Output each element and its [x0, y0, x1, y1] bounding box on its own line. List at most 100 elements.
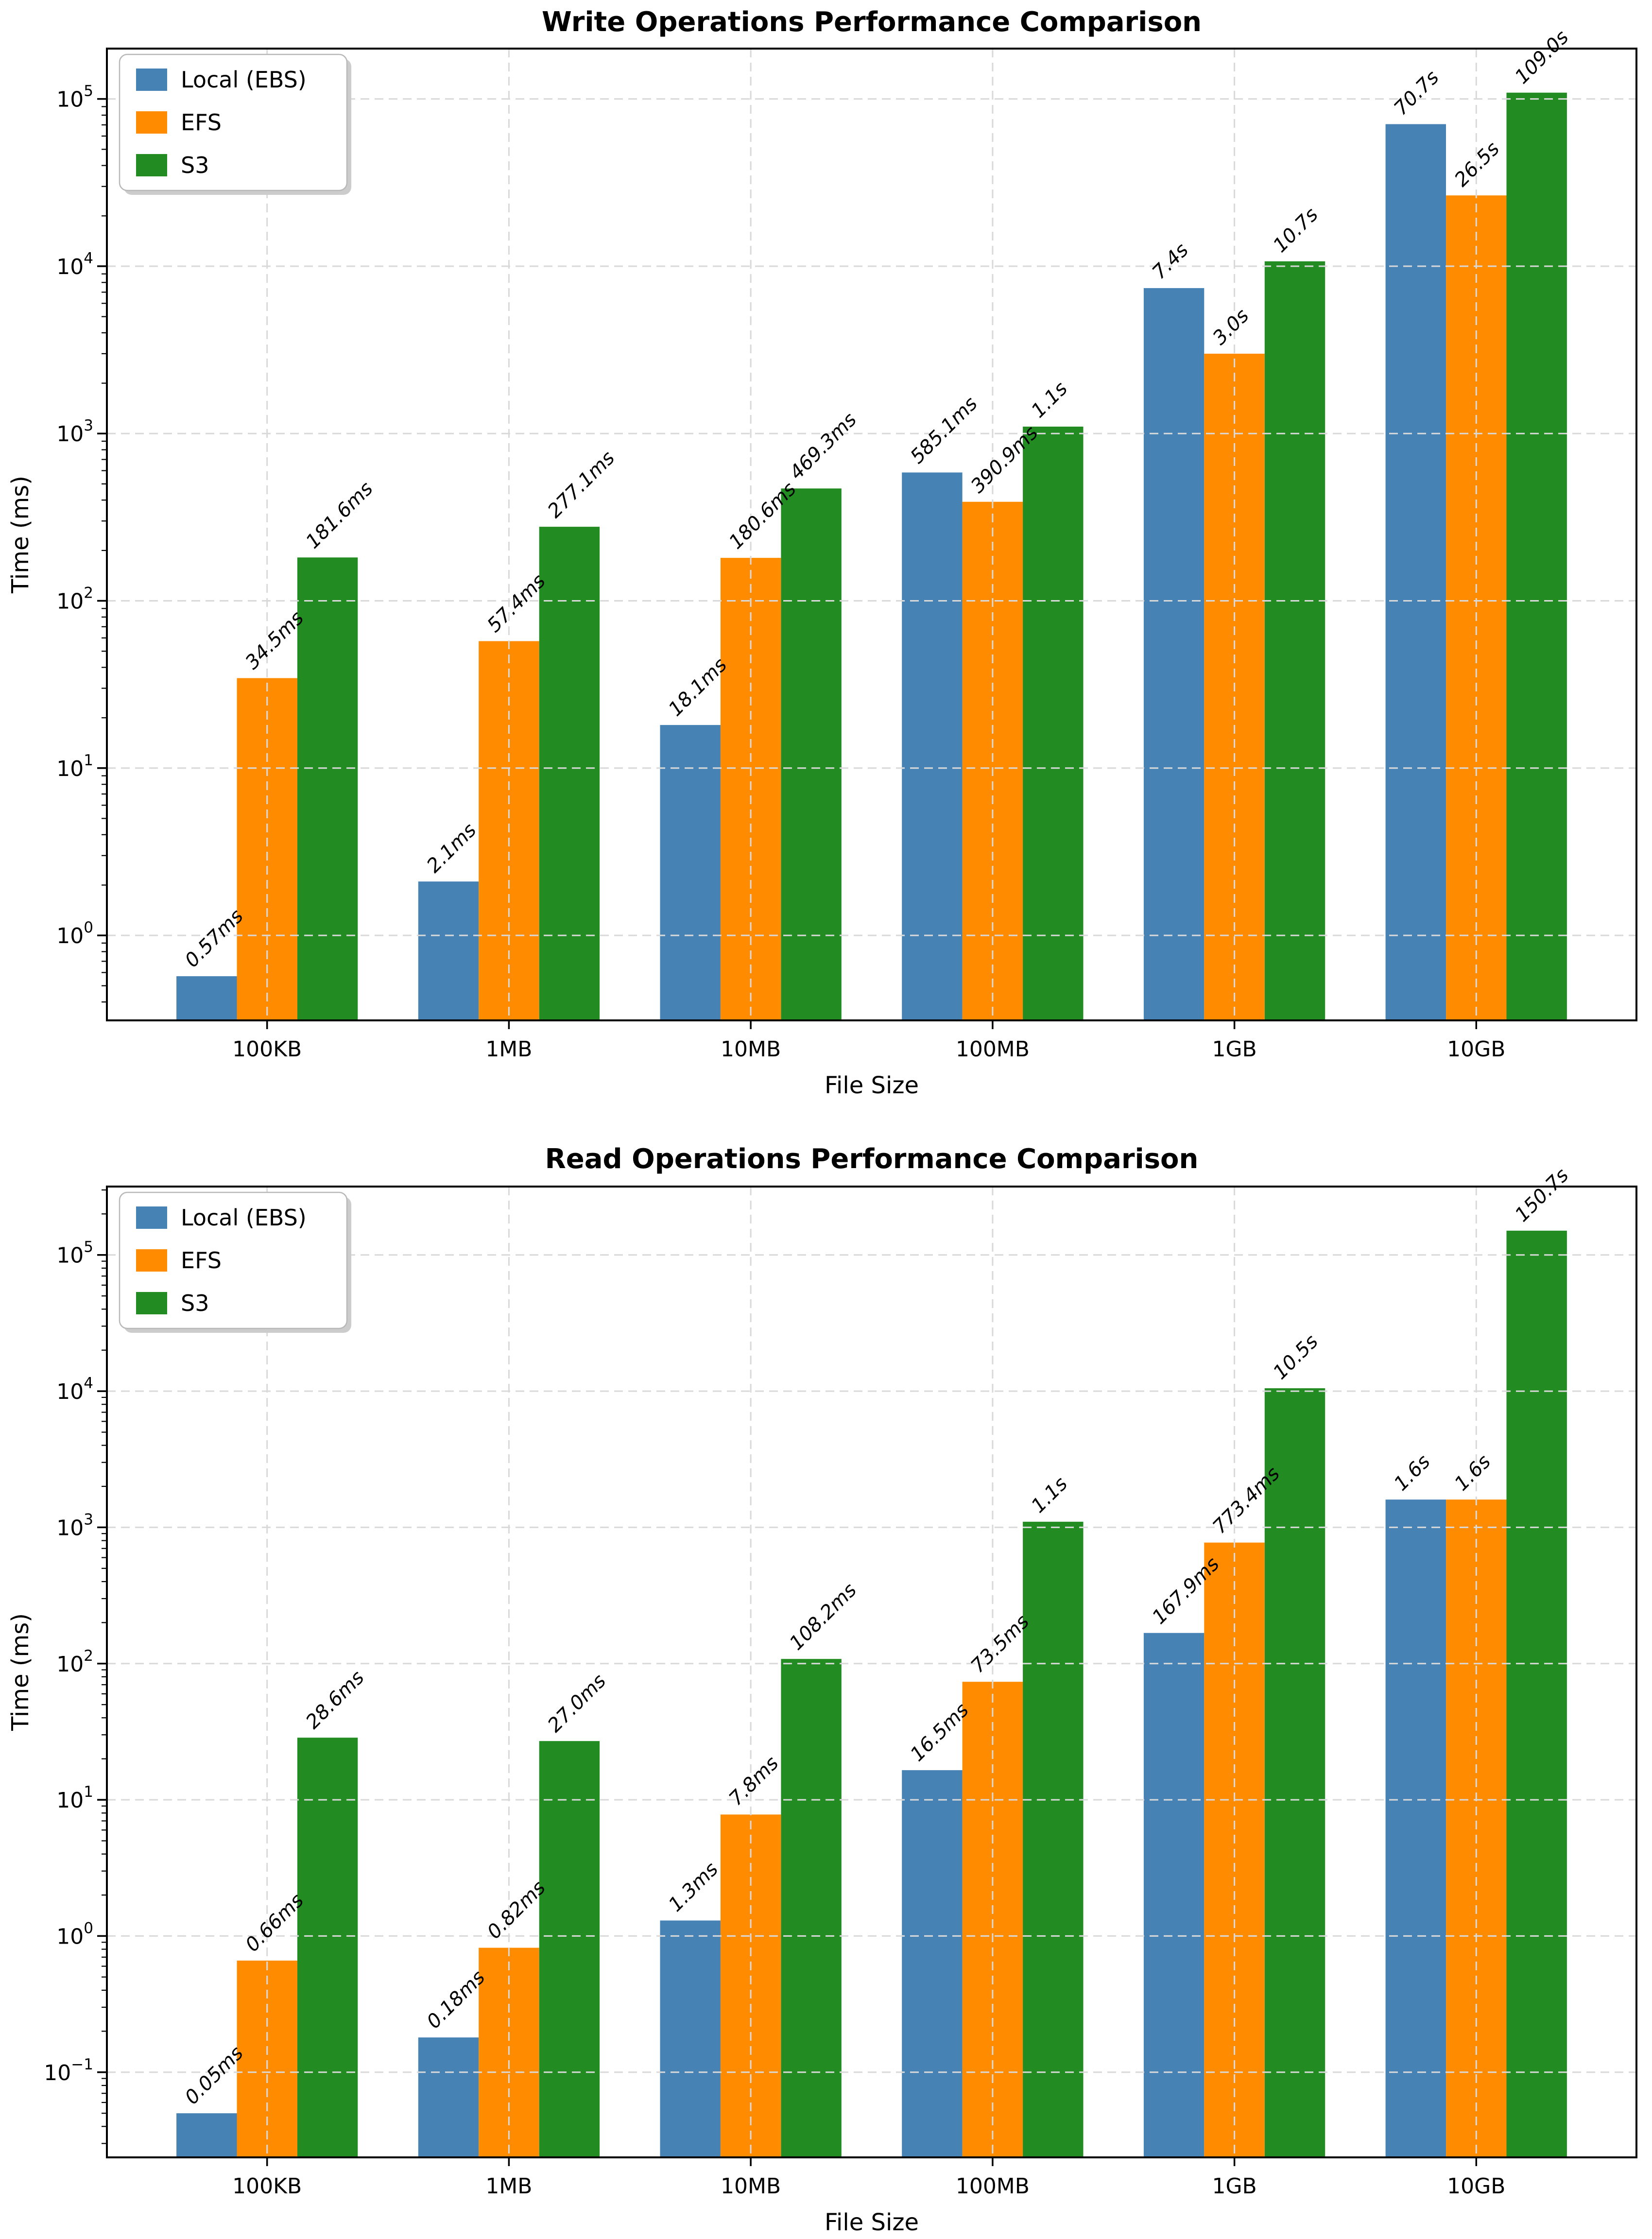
chart-title: Read Operations Performance Comparison [545, 1143, 1199, 1175]
bar-value-label: 1.6s [1450, 1450, 1495, 1495]
bar-s3-100kb [297, 557, 358, 1020]
bar-value-label: 26.5s [1450, 138, 1504, 191]
x-tick-label: 100KB [232, 1037, 302, 1062]
legend-swatch-efs [136, 1249, 167, 1272]
bar-value-labels: 0.57ms2.1ms18.1ms585.1ms7.4s70.7s34.5ms5… [181, 26, 1573, 972]
axes-border [106, 1186, 1637, 2158]
bar-s3-10gb [1506, 92, 1567, 1021]
y-ticks [97, 98, 107, 1003]
y-tick-label: 104 [56, 250, 93, 279]
bar-value-label: 1.6s [1390, 1450, 1434, 1495]
bar-local-ebs-1gb [1143, 288, 1205, 1020]
x-tick-label: 100MB [956, 2174, 1030, 2199]
bar-value-label: 1.1s [1027, 378, 1072, 422]
bar-s3-100kb [297, 1738, 358, 2157]
legend-label: S3 [181, 152, 209, 178]
legend-label: Local (EBS) [181, 1205, 307, 1231]
y-axis-label: Time (ms) [7, 1613, 34, 1731]
legend: Local (EBS) EFS S3 [119, 1191, 351, 1333]
y-tick-label: 100 [56, 1919, 93, 1949]
x-tick-label: 1MB [485, 2174, 532, 2199]
x-tick-label: 10MB [721, 2174, 781, 2199]
y-tick-label: 100 [56, 919, 93, 948]
bar-s3-1mb [539, 527, 600, 1020]
bar-local-ebs-100mb [902, 472, 963, 1020]
bar-value-label: 7.4s [1148, 239, 1193, 284]
bar-local-ebs-10mb [660, 1920, 721, 2157]
read-operations-chart: 10−1 100 101 102 103 104 105 100KB 1MB 10MB 100MB 1… [7, 1143, 1637, 2236]
bar-value-label: 7.8ms [725, 1752, 783, 1810]
bar-s3-1gb [1264, 1388, 1325, 2157]
bar-value-label: 585.1ms [906, 393, 982, 468]
bar-value-label: 150.7s [1511, 1164, 1573, 1226]
x-axis-label: File Size [825, 2209, 919, 2236]
gridlines [107, 1187, 1636, 2157]
legend-box [119, 53, 348, 191]
bar-value-label: 108.2ms [785, 1579, 861, 1654]
bar-local-ebs-1mb [418, 2037, 479, 2157]
bar-value-label: 27.0ms [543, 1670, 610, 1737]
x-tick-label: 10MB [721, 1037, 781, 1062]
y-tick-label: 10−1 [44, 2056, 93, 2085]
bar-local-ebs-100kb [176, 2113, 237, 2157]
legend-label: Local (EBS) [181, 67, 307, 93]
bars [176, 1230, 1567, 2157]
bar-value-label: 10.5s [1269, 1330, 1323, 1384]
y-ticks [97, 1189, 107, 2144]
x-tick-label: 1MB [485, 1037, 532, 1062]
bar-local-ebs-1mb [418, 881, 479, 1020]
legend-label: EFS [181, 109, 222, 136]
axes-border [106, 48, 1637, 1021]
y-tick-label: 102 [56, 1647, 93, 1677]
y-tick-label: 104 [56, 1375, 93, 1404]
bar-value-label: 1.3ms [664, 1858, 723, 1916]
bar-local-ebs-100mb [902, 1770, 963, 2157]
bar-value-labels: 0.05ms0.18ms1.3ms16.5ms167.9ms1.6s0.66ms… [181, 1164, 1573, 2109]
bar-s3-100mb [1023, 427, 1084, 1020]
y-tick-label: 101 [56, 752, 93, 781]
bar-local-ebs-100kb [176, 976, 237, 1020]
bar-local-ebs-10mb [660, 725, 721, 1020]
y-axis-label: Time (ms) [7, 476, 34, 594]
x-tick-label: 1GB [1212, 1037, 1256, 1062]
y-tick-label: 103 [56, 1511, 93, 1540]
x-ticks [266, 1020, 1478, 1029]
y-tick-label: 103 [56, 417, 93, 447]
bar-value-label: 469.3ms [785, 409, 861, 484]
y-tick-label: 102 [56, 585, 93, 614]
bar-value-label: 1.1s [1027, 1473, 1072, 1517]
chart-title: Write Operations Performance Comparison [542, 6, 1202, 38]
bar-s3-100mb [1023, 1521, 1084, 2157]
bar-local-ebs-10gb [1385, 124, 1446, 1020]
bar-value-label: 109.0s [1511, 26, 1573, 88]
bar-value-label: 277.1ms [543, 447, 619, 522]
x-tick-label: 100MB [956, 1037, 1030, 1062]
legend-swatch-efs [136, 111, 167, 134]
legend: Local (EBS) EFS S3 [119, 53, 351, 195]
bar-s3-1gb [1264, 261, 1325, 1020]
x-tick-label: 10GB [1447, 2174, 1505, 2199]
y-tick-label: 105 [56, 83, 93, 112]
bar-value-label: 181.6ms [302, 478, 378, 553]
legend-box [119, 1191, 348, 1329]
legend-swatch-s3 [136, 1292, 167, 1314]
x-axis-label: File Size [825, 1072, 919, 1099]
bar-s3-10mb [781, 488, 842, 1020]
bars [176, 92, 1567, 1021]
bar-value-label: 70.7s [1390, 66, 1443, 120]
x-tick-label: 100KB [232, 2174, 302, 2199]
y-tick-label: 105 [56, 1239, 93, 1268]
bar-s3-10mb [781, 1659, 842, 2157]
x-tick-label: 10GB [1447, 1037, 1505, 1062]
y-tick-label: 101 [56, 1783, 93, 1813]
legend-label: S3 [181, 1290, 209, 1316]
legend-swatch-local-ebs [136, 69, 167, 91]
bar-efs-100kb [237, 678, 297, 1020]
write-operations-chart: 100 101 102 103 104 105 100KB 1MB 10MB 100MB 1GB 10… [7, 6, 1637, 1099]
bar-value-label: 2.1ms [423, 819, 481, 877]
x-tick-label: 1GB [1212, 2174, 1256, 2199]
bar-s3-10gb [1506, 1230, 1567, 2157]
gridlines [107, 49, 1636, 1020]
